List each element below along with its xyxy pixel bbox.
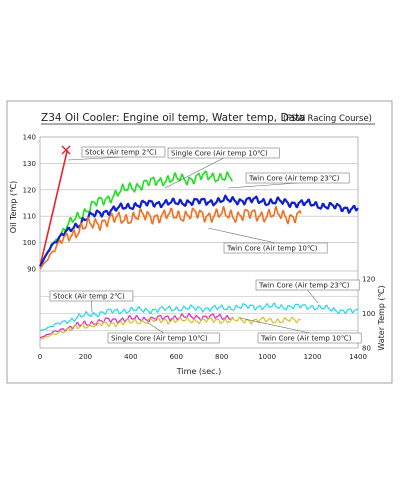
annotation-text: Twin Core (Air temp 10℃) <box>260 335 352 343</box>
y-tick-label-left: 140 <box>23 134 36 142</box>
x-tick-label: 200 <box>79 353 92 361</box>
y-tick-label-left: 110 <box>23 213 36 221</box>
y-tick-label-right: 120 <box>362 276 375 284</box>
x-tick-label: 1200 <box>304 353 322 361</box>
annotations: Stock (Air temp 2℃) Single Core (Air temp… <box>49 146 362 344</box>
annotation: Stock (Air temp 2℃) <box>49 290 134 313</box>
x-tick-label: 1400 <box>349 353 367 361</box>
series-line <box>39 170 234 267</box>
series-lines <box>39 150 359 340</box>
stock-end-marker-icon <box>61 145 71 155</box>
left-axis-ticks: 90 100 110 120 130 140 <box>23 134 36 274</box>
x-tick-label: 600 <box>170 353 183 361</box>
x-axis-ticks: 0 200 400 600 800 1000 1200 1400 <box>38 353 367 361</box>
annotation-text: Twin Core (Air temp 23℃) <box>248 175 340 183</box>
chart-title: Z34 Oil Cooler: Engine oil temp, Water t… <box>41 112 306 124</box>
x-axis-label: Time (sec.) <box>176 367 221 376</box>
y-tick-label-right: 80 <box>362 345 371 353</box>
annotation: Twin Core (Air temp 10℃) <box>239 317 362 344</box>
y-axis-label-left: Oil Temp (℃) <box>9 181 18 233</box>
series-line <box>39 302 359 332</box>
annotation: Stock (Air temp 2℃) <box>67 146 166 161</box>
series-line <box>39 205 302 270</box>
y-tick-label-left: 130 <box>23 160 36 168</box>
right-axis-ticks: 80 100 120 <box>362 276 375 353</box>
series-line <box>39 150 69 267</box>
annotation: Twin Core (Air temp 23℃) <box>227 172 350 189</box>
annotation-text: Single Core (Air temp 10℃) <box>171 150 268 158</box>
y-tick-label-right: 100 <box>362 310 375 318</box>
annotation: Single Core (Air temp 10℃) <box>164 147 280 189</box>
series-line <box>39 194 359 267</box>
x-tick-label: 800 <box>215 353 228 361</box>
x-tick-label: 0 <box>38 353 42 361</box>
chart-subtitle: (FSW Racing Course) <box>283 114 372 124</box>
annotation: Single Core (Air temp 10℃) <box>107 322 220 344</box>
annotation-text: Twin Core (Air temp 23℃) <box>258 282 350 290</box>
annotation-text: Stock (Air temp 2℃) <box>85 149 157 157</box>
annotation-text: Twin Core (Air temp 10℃) <box>226 245 318 253</box>
y-tick-label-left: 120 <box>23 186 36 194</box>
x-tick-label: 1000 <box>258 353 276 361</box>
annotation: Twin Core (Air temp 23℃) <box>255 279 360 304</box>
y-tick-label-left: 90 <box>27 266 36 274</box>
annotation-text: Single Core (Air temp 10℃) <box>111 335 208 343</box>
annotation-text: Stock (Air temp 2℃) <box>53 293 125 301</box>
x-tick-label: 400 <box>124 353 137 361</box>
y-tick-label-left: 100 <box>23 239 36 247</box>
y-axis-label-right: Water Temp (℃) <box>377 285 386 350</box>
series-line <box>39 316 302 340</box>
annotation: Twin Core (Air temp 10℃) <box>207 227 328 254</box>
